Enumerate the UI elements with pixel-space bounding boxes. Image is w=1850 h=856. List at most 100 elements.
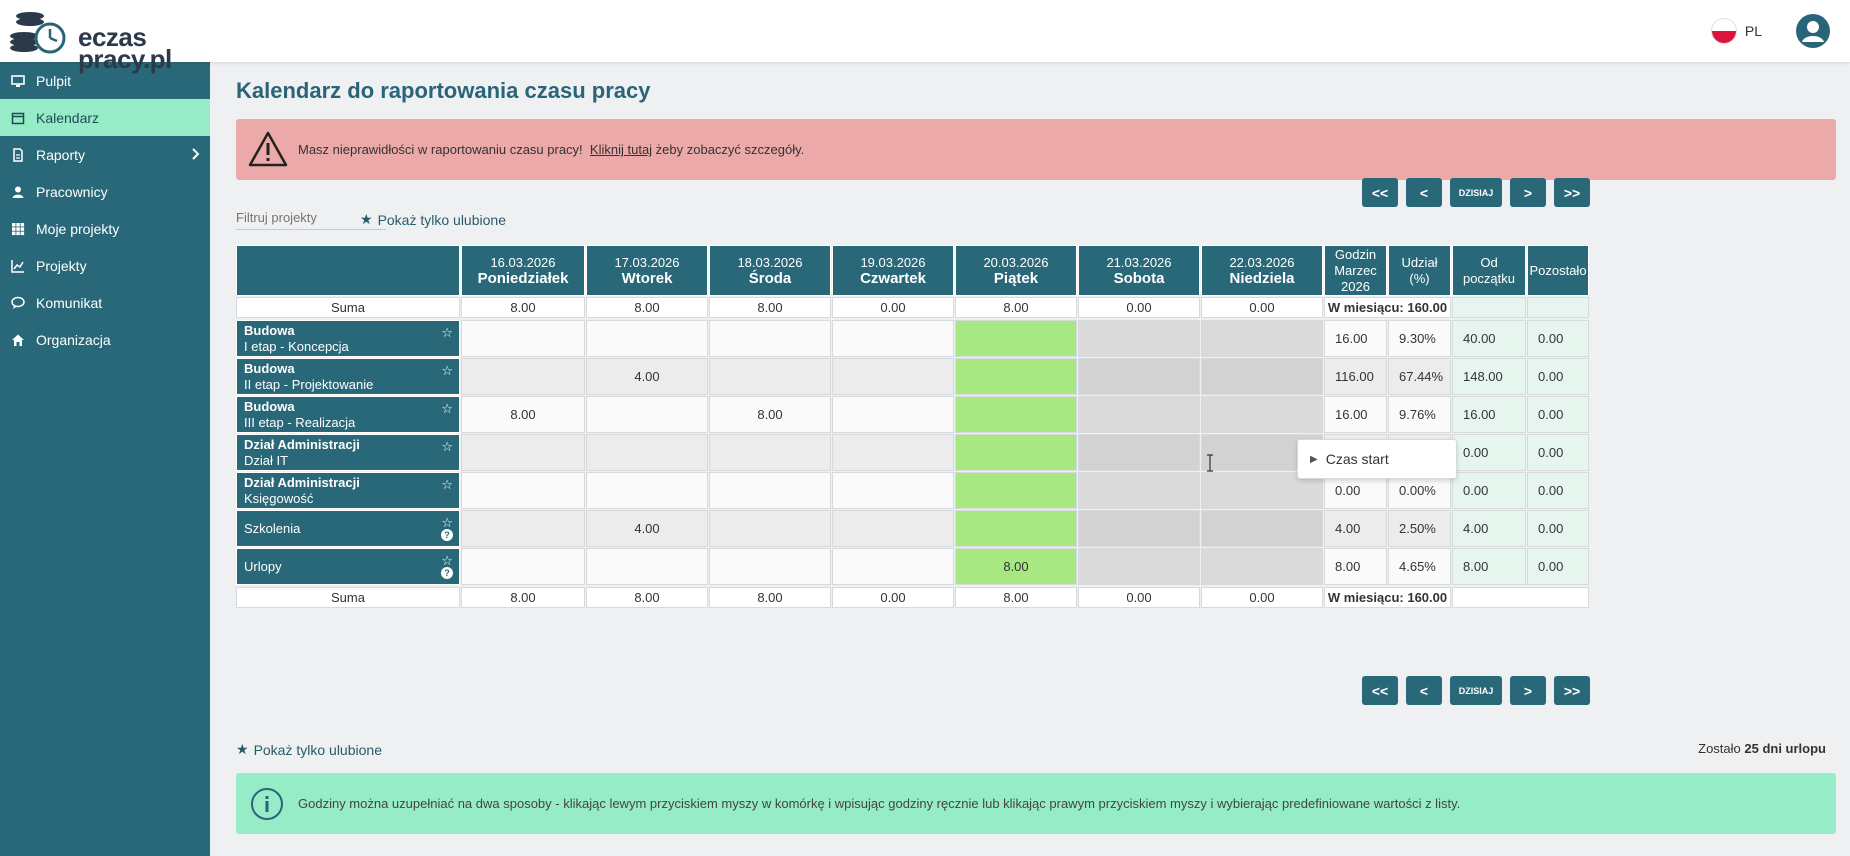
hour-cell[interactable] [709,472,831,509]
sidebar-item-organizacja[interactable]: Organizacja [0,321,210,358]
star-outline-icon[interactable]: ☆ [441,325,453,340]
star-filled-icon: ★ [236,741,249,757]
hour-cell[interactable] [1201,472,1323,509]
context-menu-item-czas-start[interactable]: Czas start [1325,451,1389,467]
filter-projects-input[interactable] [236,206,386,230]
hour-cell[interactable] [1078,358,1200,395]
project-subname: Dział IT [244,452,289,468]
hour-cell[interactable] [1078,434,1200,471]
hour-cell[interactable] [586,472,708,509]
sidebar-item-komunikat[interactable]: Komunikat [0,284,210,321]
star-outline-icon[interactable]: ☆ [441,515,453,530]
star-outline-icon[interactable]: ☆ [441,439,453,454]
hour-cell[interactable] [586,548,708,585]
hour-cell[interactable] [461,472,585,509]
project-row-label[interactable]: Dział Administracji Księgowość ☆ [236,472,460,509]
hour-cell[interactable]: 8.00 [955,548,1077,585]
hour-cell[interactable] [1201,358,1323,395]
next-week-button[interactable]: > [1510,178,1546,207]
stat-cell: 0.00 [1527,434,1589,471]
sidebar-item-projekty[interactable]: Projekty [0,247,210,284]
last-week-button[interactable]: >> [1554,676,1590,705]
hour-cell[interactable] [832,396,954,433]
hour-cell[interactable] [1078,472,1200,509]
hour-cell[interactable] [461,320,585,357]
project-row-label[interactable]: Urlopy ☆? [236,548,460,585]
hour-cell[interactable] [832,472,954,509]
sidebar-item-kalendarz[interactable]: Kalendarz [0,99,210,136]
star-outline-icon[interactable]: ☆ [441,553,453,568]
project-row-label[interactable]: Budowa I etap - Koncepcja ☆ [236,320,460,357]
hour-cell[interactable] [1078,320,1200,357]
sum-empty-cell [1452,587,1589,608]
hour-cell[interactable]: 8.00 [461,396,585,433]
hour-cell[interactable] [832,358,954,395]
hour-cell[interactable]: 4.00 [586,358,708,395]
help-icon[interactable]: ? [441,529,453,541]
first-week-button[interactable]: << [1362,676,1398,705]
today-button[interactable]: DZISIAJ [1450,178,1502,207]
hour-cell[interactable] [709,358,831,395]
last-week-button[interactable]: >> [1554,178,1590,207]
language-switcher[interactable]: PL [1710,18,1762,44]
star-outline-icon[interactable]: ☆ [441,401,453,416]
avatar[interactable] [1796,14,1830,48]
hour-cell[interactable] [461,548,585,585]
hour-cell[interactable] [1078,548,1200,585]
hour-cell[interactable] [709,434,831,471]
star-outline-icon[interactable]: ☆ [441,363,453,378]
sidebar-item-moje-projekty[interactable]: Moje projekty [0,210,210,247]
hour-cell[interactable] [1201,548,1323,585]
show-favorites-bottom-link[interactable]: ★ Pokaż tylko ulubione [236,741,382,758]
hour-cell[interactable] [1201,510,1323,547]
hour-cell[interactable] [955,396,1077,433]
hour-cell[interactable] [709,320,831,357]
hour-cell[interactable] [461,358,585,395]
hour-cell[interactable] [586,434,708,471]
first-week-button[interactable]: << [1362,178,1398,207]
prev-week-button[interactable]: < [1406,178,1442,207]
project-row-label[interactable]: Budowa II etap - Projektowanie ☆ [236,358,460,395]
hour-cell[interactable] [955,472,1077,509]
hour-cell[interactable]: 4.00 [586,510,708,547]
logo[interactable]: eczas pracy.pl [8,12,172,72]
hour-cell[interactable] [832,320,954,357]
next-week-button[interactable]: > [1510,676,1546,705]
help-icon[interactable]: ? [441,567,453,579]
today-button[interactable]: DZISIAJ [1450,676,1502,705]
hour-cell[interactable] [1201,320,1323,357]
hour-cell[interactable] [1078,510,1200,547]
hour-cell[interactable] [832,548,954,585]
hour-cell[interactable] [832,510,954,547]
day-date: 22.03.2026 [1229,254,1295,270]
hour-cell[interactable] [586,320,708,357]
hour-cell[interactable] [955,358,1077,395]
hour-cell[interactable] [832,434,954,471]
sidebar-item-pulpit[interactable]: Pulpit [0,62,210,99]
hour-cell[interactable] [1078,396,1200,433]
sidebar-item-pracownicy[interactable]: Pracownicy [0,173,210,210]
stat-header-label: Godzin Marzec 2026 [1334,246,1377,294]
hour-cell[interactable] [955,434,1077,471]
hour-cell[interactable] [1201,396,1323,433]
prev-week-button[interactable]: < [1406,676,1442,705]
hour-cell[interactable] [709,548,831,585]
project-row-label[interactable]: Budowa III etap - Realizacja ☆ [236,396,460,433]
project-row-label[interactable]: Dział Administracji Dział IT ☆ [236,434,460,471]
alert-details-link[interactable]: Kliknij tutaj [589,142,653,157]
project-row-label[interactable]: Szkolenia ☆? [236,510,460,547]
stat-value: 0.00 [1538,369,1564,384]
hour-cell[interactable]: 8.00 [709,396,831,433]
hour-cell[interactable] [586,396,708,433]
hour-cell[interactable] [955,510,1077,547]
header-day-3: 18.03.2026 Środa [709,245,831,296]
hour-cell[interactable] [461,510,585,547]
hour-cell[interactable] [955,320,1077,357]
sidebar-item-raporty[interactable]: Raporty [0,136,210,173]
stat-value: 0.00 [1538,407,1564,422]
day-date: 21.03.2026 [1106,254,1172,270]
show-favorites-top-link[interactable]: ★ Pokaż tylko ulubione [360,211,506,228]
star-outline-icon[interactable]: ☆ [441,477,453,492]
hour-cell[interactable] [709,510,831,547]
hour-cell[interactable] [461,434,585,471]
